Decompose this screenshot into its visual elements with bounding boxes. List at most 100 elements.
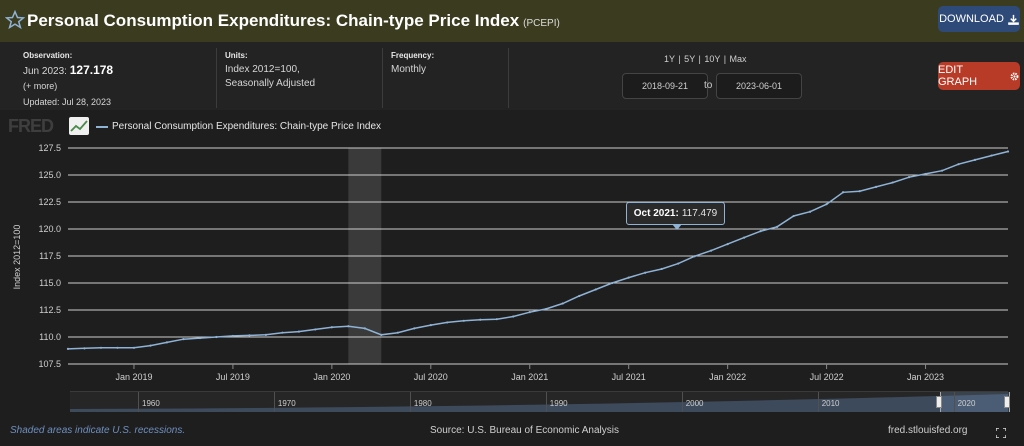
y-tick-label: 112.5 <box>39 305 61 315</box>
data-point[interactable] <box>413 327 416 330</box>
navigator-area <box>70 394 1008 412</box>
more-link[interactable]: (+ more) <box>23 81 58 91</box>
navigator-right-handle[interactable] <box>1004 396 1010 408</box>
data-point[interactable] <box>396 331 399 334</box>
data-point[interactable] <box>858 190 861 193</box>
data-point[interactable] <box>380 333 383 336</box>
edit-graph-button[interactable]: EDIT GRAPH <box>938 62 1020 90</box>
x-tick-label: Jul 2019 <box>216 372 250 382</box>
recession-note: Shaded areas indicate U.S. recessions. <box>10 425 186 436</box>
y-tick-label: 115.0 <box>39 278 61 288</box>
data-point[interactable] <box>462 319 465 322</box>
site-link[interactable]: fred.stlouisfed.org <box>888 425 968 436</box>
divider <box>508 48 509 108</box>
data-point[interactable] <box>66 347 70 350</box>
download-label: DOWNLOAD <box>939 13 1004 25</box>
data-point[interactable] <box>545 307 548 311</box>
data-point[interactable] <box>297 330 300 333</box>
data-point[interactable] <box>973 158 977 161</box>
data-point[interactable] <box>198 336 202 340</box>
data-point[interactable] <box>759 230 762 233</box>
data-point[interactable] <box>83 347 86 350</box>
data-point[interactable] <box>825 203 828 206</box>
y-tick-label: 125.0 <box>38 170 61 180</box>
data-point[interactable] <box>874 185 878 188</box>
chart-tooltip: Oct 2021: 117.479 <box>626 202 725 225</box>
data-point[interactable] <box>132 346 136 349</box>
data-point[interactable] <box>528 311 531 314</box>
data-point[interactable] <box>578 294 581 298</box>
date-from-input[interactable]: 2018-09-21 <box>622 73 708 99</box>
data-point[interactable] <box>710 249 713 252</box>
star-icon[interactable] <box>5 10 25 30</box>
updated-date: Updated: Jul 28, 2023 <box>23 97 112 107</box>
data-point[interactable] <box>215 335 218 339</box>
frequency-label: Frequency: <box>391 51 435 60</box>
data-point[interactable] <box>924 172 927 176</box>
data-point[interactable] <box>165 341 169 344</box>
data-point[interactable] <box>479 318 482 321</box>
range-selector[interactable]: 1Y | 5Y | 10Y | Max <box>664 54 747 64</box>
data-point[interactable] <box>561 302 564 305</box>
date-to-input[interactable]: 2023-06-01 <box>716 73 802 99</box>
data-point[interactable] <box>792 214 795 218</box>
divider <box>216 48 217 108</box>
data-point[interactable] <box>99 346 103 349</box>
navigator-tick <box>681 392 683 412</box>
data-point[interactable] <box>512 315 515 318</box>
data-point[interactable] <box>693 255 696 258</box>
navigator-left-handle[interactable] <box>936 396 942 408</box>
navigator-year-label: 1990 <box>549 399 568 408</box>
data-point[interactable] <box>264 333 267 336</box>
fullscreen-icon[interactable] <box>996 428 1006 438</box>
data-point[interactable] <box>330 326 333 329</box>
data-point[interactable] <box>940 169 944 172</box>
data-point[interactable] <box>907 176 911 179</box>
y-tick-label: 110.0 <box>39 332 61 342</box>
data-point[interactable] <box>841 191 845 194</box>
line-chart[interactable]: 107.5 110.0 112.5 115.0 117.5 120.0 122.5 125.0… <box>0 140 1024 390</box>
y-tick-label: 120.0 <box>38 224 61 234</box>
series-line[interactable] <box>67 150 1009 350</box>
data-point[interactable] <box>809 210 812 213</box>
data-point[interactable] <box>644 271 647 274</box>
data-point[interactable] <box>743 236 746 239</box>
data-point[interactable] <box>231 334 235 338</box>
data-point[interactable] <box>891 181 894 184</box>
data-point[interactable] <box>726 243 729 246</box>
data-point[interactable] <box>611 281 614 285</box>
data-point[interactable] <box>116 346 119 349</box>
data-point[interactable] <box>182 338 185 341</box>
y-tick-label: 122.5 <box>38 197 61 207</box>
observation-block: Observation: Jun 2023: 127.178 (+ more) … <box>23 49 113 109</box>
data-point[interactable] <box>347 325 350 328</box>
data-point[interactable] <box>248 334 251 337</box>
gear-icon <box>1010 72 1019 80</box>
data-point[interactable] <box>990 154 993 157</box>
data-point[interactable] <box>1006 150 1010 153</box>
metadata-panel <box>0 42 1024 110</box>
data-point[interactable] <box>594 288 597 291</box>
data-point[interactable] <box>149 344 152 347</box>
data-point[interactable] <box>495 318 498 321</box>
data-point[interactable] <box>776 225 779 228</box>
data-point[interactable] <box>627 276 630 279</box>
data-point[interactable] <box>660 267 663 271</box>
data-point[interactable] <box>363 327 366 330</box>
units-line-1: Index 2012=100, <box>225 64 300 75</box>
units-block: Units: Index 2012=100, Seasonally Adjust… <box>225 49 315 91</box>
range-navigator[interactable]: 1960 1970 1980 1990 2000 2010 2020 <box>70 391 1010 412</box>
data-point[interactable] <box>677 262 680 265</box>
data-point[interactable] <box>281 331 284 334</box>
edit-graph-label: EDIT GRAPH <box>938 64 978 88</box>
data-point[interactable] <box>314 328 317 331</box>
tooltip-value: 117.479 <box>681 208 718 219</box>
data-point[interactable] <box>429 324 432 327</box>
source-text: Source: U.S. Bureau of Economic Analysis <box>430 425 619 436</box>
y-tick-label: 117.5 <box>39 251 61 261</box>
frequency-block: Frequency: Monthly <box>391 49 434 77</box>
data-point[interactable] <box>957 163 960 166</box>
download-button[interactable]: DOWNLOAD <box>938 6 1020 32</box>
chart-type-icon[interactable] <box>69 117 89 135</box>
data-point[interactable] <box>446 321 449 324</box>
